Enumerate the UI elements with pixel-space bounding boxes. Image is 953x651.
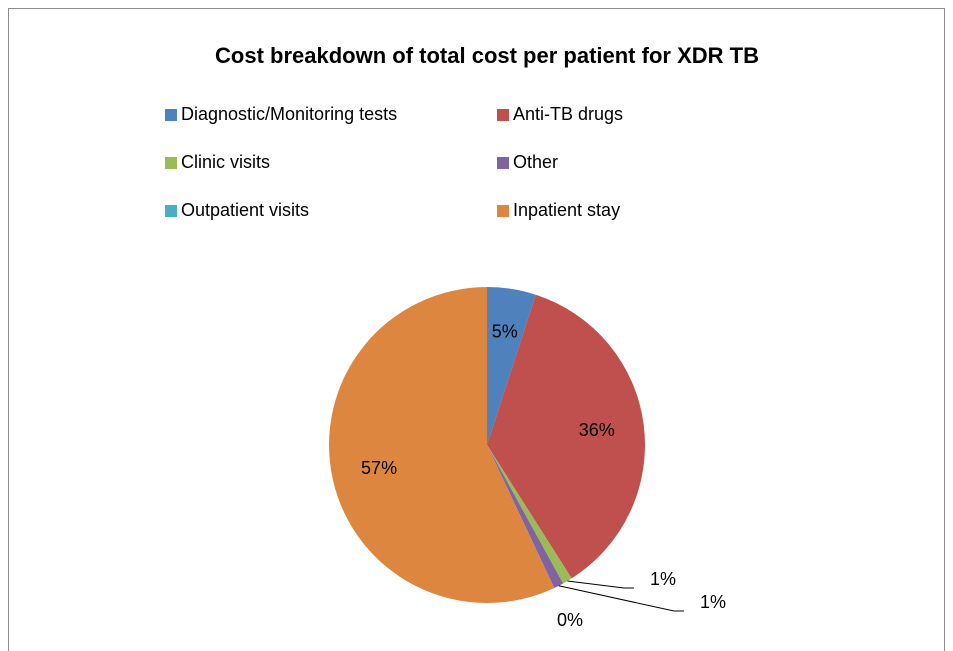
data-label: 1% — [700, 592, 726, 612]
pie-slice — [487, 445, 564, 588]
leader-line — [567, 580, 634, 589]
pie-slice — [487, 445, 572, 584]
legend-label: Anti-TB drugs — [513, 104, 623, 124]
pie-slice — [487, 294, 646, 579]
legend-swatch — [165, 205, 177, 217]
leader-line — [558, 585, 684, 612]
data-label: 36% — [579, 420, 615, 440]
data-label: 1% — [650, 569, 676, 589]
chart-title: Cost breakdown of total cost per patient… — [215, 43, 759, 68]
data-label: 5% — [492, 321, 518, 341]
legend-label: Other — [513, 152, 558, 172]
legend-label: Outpatient visits — [181, 200, 309, 220]
legend-label: Inpatient stay — [513, 200, 620, 220]
legend-swatch — [165, 109, 177, 121]
data-label: 57% — [361, 458, 397, 478]
pie-slice — [487, 287, 536, 445]
data-label: 0% — [557, 610, 583, 630]
legend-label: Diagnostic/Monitoring tests — [181, 104, 397, 124]
legend-swatch — [497, 109, 509, 121]
pie-slice — [329, 287, 555, 603]
legend-swatch — [165, 157, 177, 169]
legend-swatch — [497, 157, 509, 169]
legend-swatch — [497, 205, 509, 217]
legend-label: Clinic visits — [181, 152, 270, 172]
